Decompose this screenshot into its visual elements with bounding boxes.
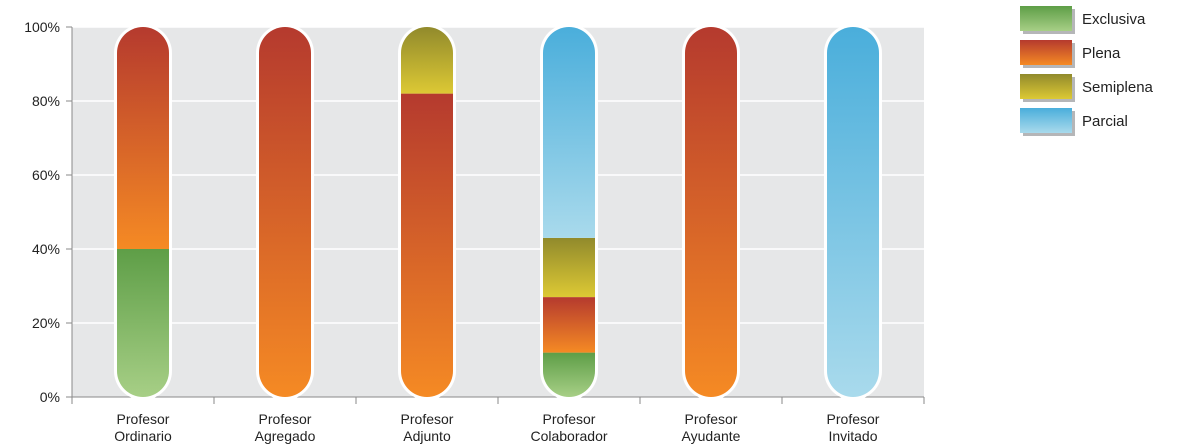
- bar-segment-plena: [259, 27, 311, 397]
- bar-segment-plena: [543, 297, 595, 353]
- legend-swatch: [1020, 6, 1072, 31]
- bar-segment-plena: [117, 27, 169, 249]
- bar-segment-plena: [401, 93, 453, 397]
- x-tick-label: Profesor Adjunto: [401, 411, 454, 444]
- legend-swatch: [1020, 74, 1072, 99]
- legend-label: Exclusiva: [1082, 11, 1146, 28]
- bar-group-profesor-colaborador: [540, 24, 598, 400]
- bar-segment-plena: [685, 27, 737, 397]
- bar-group-profesor-ordinario: [114, 24, 172, 400]
- legend-label: Parcial: [1082, 113, 1128, 130]
- x-tick-label: Profesor Ordinario: [114, 411, 172, 444]
- legend-label: Semiplena: [1082, 79, 1154, 96]
- bar-group-profesor-agregado: [256, 24, 314, 400]
- tick-labels: 0% 20% 40% 60% 80% 100% Profesor Ordinario Profe…: [24, 19, 880, 444]
- gridlines: [72, 26, 924, 324]
- bar-segment-semiplena: [401, 27, 453, 94]
- bar-segment-parcial: [543, 27, 595, 238]
- legend: Exclusiva Plena Semiplena Parcial: [1020, 6, 1154, 136]
- bar-segment-exclusiva: [543, 352, 595, 397]
- bar-group-profesor-ayudante: [682, 24, 740, 400]
- x-tick-label: Profesor Invitado: [827, 411, 880, 444]
- y-tick-label: 0%: [40, 389, 60, 405]
- legend-item-parcial: Parcial: [1020, 108, 1128, 136]
- y-tick-label: 80%: [32, 93, 60, 109]
- bars: [114, 24, 882, 400]
- bar-group-profesor-invitado: [824, 24, 882, 400]
- bar-group-profesor-adjunto: [398, 24, 456, 400]
- y-tick-label: 40%: [32, 241, 60, 257]
- legend-item-plena: Plena: [1020, 40, 1121, 68]
- legend-item-exclusiva: Exclusiva: [1020, 6, 1146, 34]
- x-tick-label: Profesor Ayudante: [682, 411, 741, 444]
- bar-segment-exclusiva: [117, 249, 169, 397]
- y-tick-label: 100%: [24, 19, 60, 35]
- bar-segment-semiplena: [543, 237, 595, 298]
- axes: [66, 26, 925, 404]
- legend-label: Plena: [1082, 45, 1121, 62]
- legend-item-semiplena: Semiplena: [1020, 74, 1154, 102]
- y-tick-label: 20%: [32, 315, 60, 331]
- x-tick-label: Profesor Colaborador: [530, 411, 607, 444]
- legend-swatch: [1020, 108, 1072, 133]
- legend-swatch: [1020, 40, 1072, 65]
- plot-background: [72, 27, 924, 397]
- y-tick-label: 60%: [32, 167, 60, 183]
- x-tick-label: Profesor Agregado: [255, 411, 316, 444]
- bar-segment-parcial: [827, 27, 879, 397]
